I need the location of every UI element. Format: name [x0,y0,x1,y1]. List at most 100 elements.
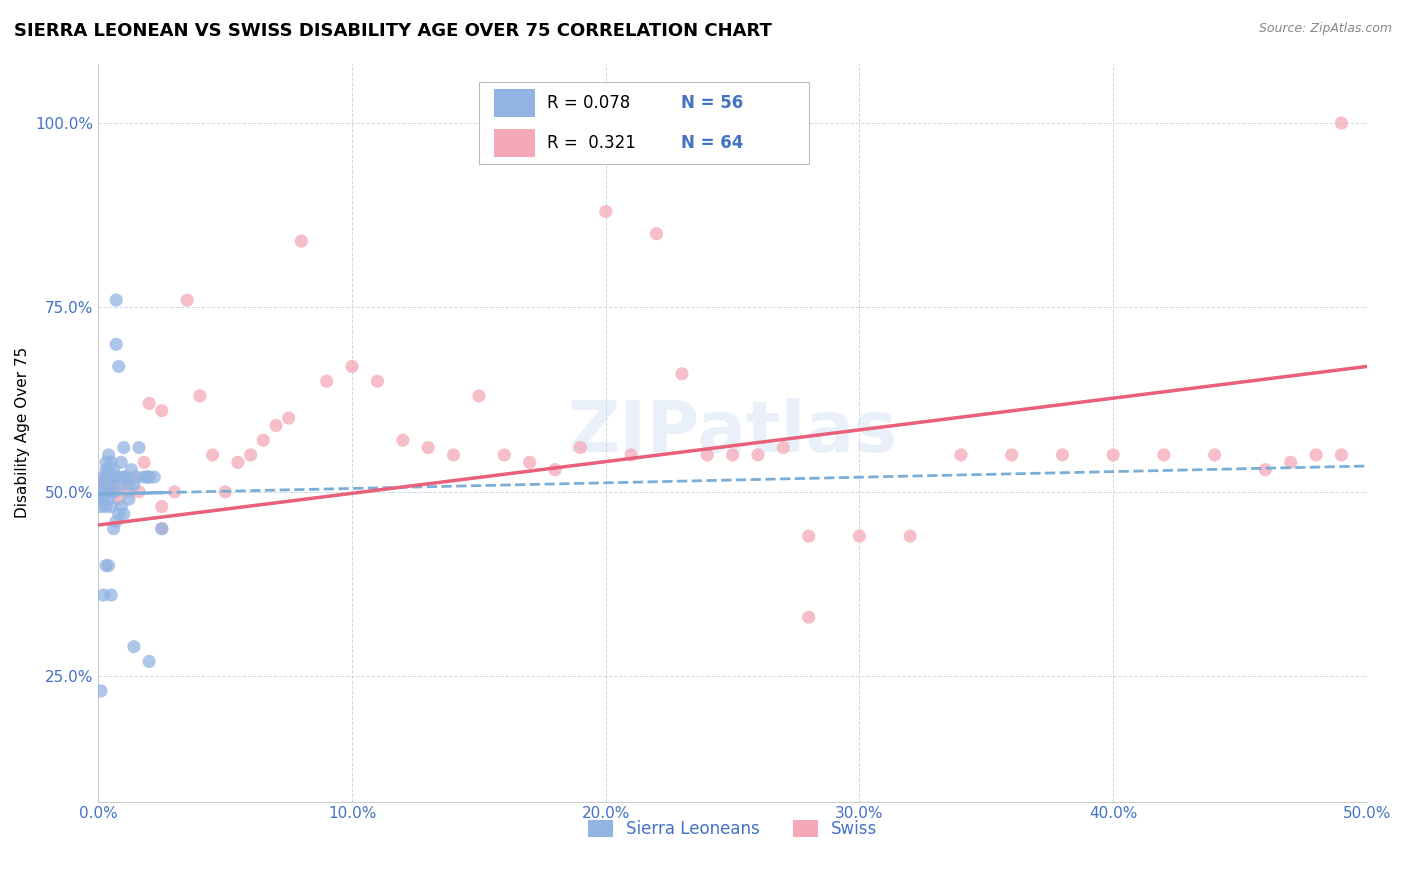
Point [103,463,125,477]
Point [418,441,440,455]
Point [122,477,145,491]
Point [1305,448,1327,462]
Point [103,470,125,484]
Point [120,463,142,477]
Point [366,374,388,388]
Point [112,441,135,455]
Text: Source: ZipAtlas.com: Source: ZipAtlas.com [1258,22,1392,36]
Point [94,470,117,484]
Point [264,418,287,433]
Point [122,640,145,654]
Text: N = 56: N = 56 [681,94,742,112]
Point [94,477,117,491]
Point [544,463,567,477]
Point [93,477,115,491]
Point [112,470,135,484]
Point [1153,448,1175,462]
Point [110,477,132,491]
Point [252,433,274,447]
Point [671,367,693,381]
Point [110,477,132,491]
Point [595,204,617,219]
Point [150,522,173,536]
Point [107,359,129,374]
Point [94,463,117,477]
Point [277,411,299,425]
Point [645,227,668,241]
Point [100,588,122,602]
Point [797,529,820,543]
FancyBboxPatch shape [479,82,808,163]
Point [188,389,211,403]
Point [443,448,465,462]
Point [93,477,115,491]
Point [103,484,125,499]
Point [97,463,120,477]
Point [1330,448,1353,462]
Point [105,337,128,351]
Point [138,470,160,484]
Point [97,558,120,573]
Point [105,514,128,528]
Point [94,558,117,573]
Point [898,529,921,543]
Point [392,433,415,447]
Point [90,492,112,507]
Point [112,470,135,484]
Point [105,293,128,307]
Point [519,455,541,469]
Point [94,455,117,469]
Point [100,500,122,514]
Point [1330,116,1353,130]
Point [1279,455,1302,469]
Point [848,529,870,543]
Point [797,610,820,624]
Point [97,477,120,491]
Point [163,484,186,499]
Point [494,448,516,462]
Point [110,500,132,514]
Point [150,403,173,417]
Point [620,448,643,462]
Point [122,470,145,484]
Point [239,448,262,462]
Point [118,477,141,491]
Point [176,293,198,307]
Point [118,492,141,507]
FancyBboxPatch shape [494,89,534,117]
Point [569,441,592,455]
Point [105,484,128,499]
Point [118,484,141,499]
Point [100,484,122,499]
Point [100,455,122,469]
Point [138,470,160,484]
Point [103,470,125,484]
Point [721,448,744,462]
FancyBboxPatch shape [494,129,534,157]
Point [150,522,173,536]
Point [90,484,112,499]
Point [132,455,155,469]
Point [128,441,150,455]
Point [696,448,718,462]
Point [226,455,249,469]
Point [94,470,117,484]
Point [90,684,112,698]
Point [103,522,125,536]
Point [112,507,135,521]
Point [1052,448,1074,462]
Point [132,470,155,484]
Y-axis label: Disability Age Over 75: Disability Age Over 75 [15,347,30,518]
Point [1204,448,1226,462]
Point [93,484,115,499]
Point [94,500,117,514]
Point [138,396,160,410]
Point [93,492,115,507]
Point [125,470,148,484]
Point [949,448,972,462]
Point [150,500,173,514]
Point [107,470,129,484]
Point [1102,448,1125,462]
Point [97,484,120,499]
Point [107,492,129,507]
